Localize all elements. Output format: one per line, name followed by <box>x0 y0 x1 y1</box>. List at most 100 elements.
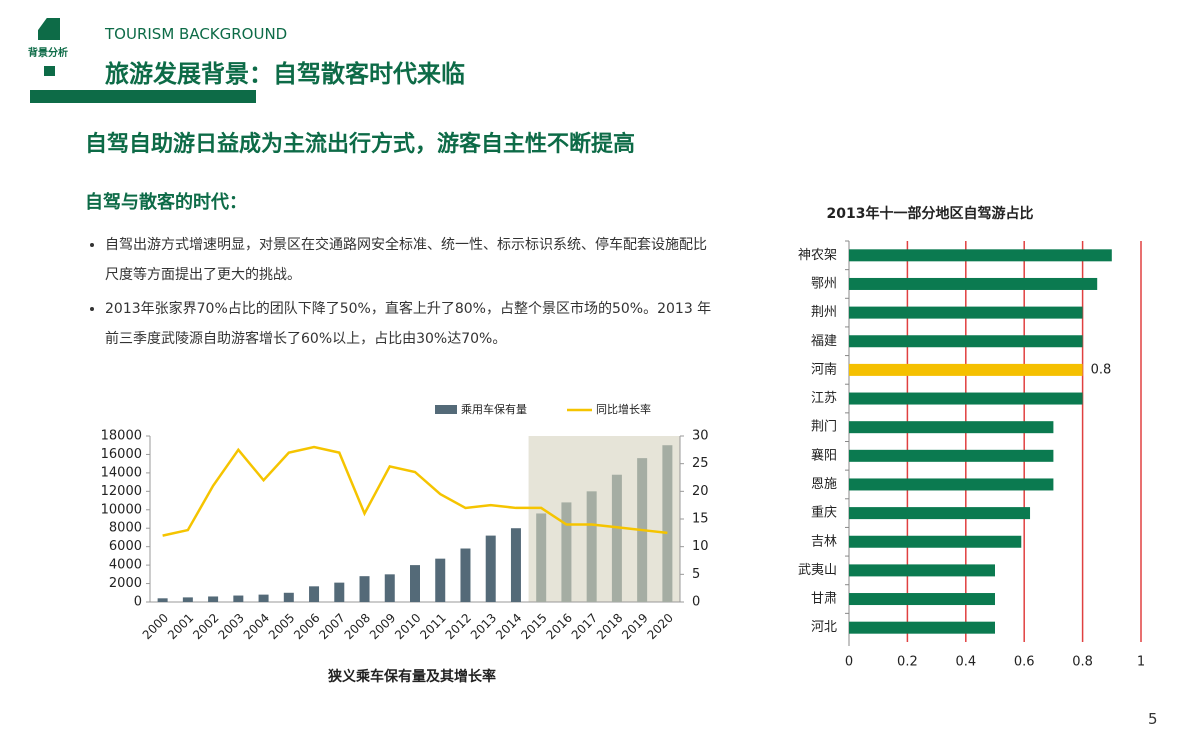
y-tick-label: 荆门 <box>811 419 837 435</box>
bar <box>208 596 219 602</box>
y-tick-label: 襄阳 <box>811 447 837 463</box>
x-tick-label: 2018 <box>594 611 625 642</box>
badge-text: 背景分析 <box>28 48 68 59</box>
y2-tick-label: 20 <box>692 484 709 499</box>
y2-tick-label: 30 <box>692 429 709 444</box>
y-tick-label: 重庆 <box>811 505 837 521</box>
bar <box>611 474 622 602</box>
title-rule <box>30 90 256 103</box>
y-tick-label: 16000 <box>101 447 142 462</box>
bar <box>849 363 1083 376</box>
y-tick-label: 武夷山 <box>798 562 837 578</box>
bar <box>384 574 395 602</box>
x-tick-label: 2012 <box>443 611 474 642</box>
x-tick-label: 0.8 <box>1072 655 1093 670</box>
bar <box>157 598 168 602</box>
bar <box>849 421 1054 434</box>
x-tick-label: 2016 <box>544 611 575 642</box>
x-tick-label: 2014 <box>493 611 524 642</box>
x-tick-label: 2007 <box>316 611 347 642</box>
bar <box>536 513 547 602</box>
bar <box>561 502 572 602</box>
bar <box>849 392 1083 405</box>
page-title: 旅游发展背景：自驾散客时代来临 <box>105 60 465 88</box>
x-tick-label: 2020 <box>644 611 675 642</box>
english-title: TOURISM BACKGROUND <box>105 25 288 43</box>
y-tick-label: 福建 <box>811 334 837 349</box>
x-tick-label: 2019 <box>619 611 650 642</box>
y2-tick-label: 15 <box>692 512 709 527</box>
bar <box>283 592 294 602</box>
y-tick-label: 江苏 <box>811 390 837 406</box>
y-tick-label: 14000 <box>101 465 142 480</box>
chart-title: 2013年十一部分地区自驾游占比 <box>827 205 1034 222</box>
legend-swatch <box>435 405 457 414</box>
bar <box>849 249 1112 262</box>
x-tick-label: 2006 <box>291 611 322 642</box>
bar <box>849 535 1022 548</box>
bar <box>435 558 446 602</box>
y-tick-label: 荆州 <box>811 304 837 320</box>
x-tick-label: 2010 <box>392 611 423 642</box>
bar <box>233 595 244 602</box>
x-tick-label: 2011 <box>417 611 448 642</box>
x-tick-label: 2002 <box>190 611 221 642</box>
y-tick-label: 恩施 <box>811 477 837 492</box>
x-tick-label: 0.2 <box>897 655 918 670</box>
x-tick-label: 2000 <box>140 611 171 642</box>
bar <box>662 445 673 602</box>
line <box>162 445 668 537</box>
y-tick-label: 河北 <box>811 620 837 635</box>
x-tick-label: 2017 <box>569 611 600 642</box>
x-tick-label: 2003 <box>215 611 246 642</box>
x-tick-label: 2008 <box>342 611 373 642</box>
y-tick-label: 18000 <box>101 429 142 444</box>
x-tick-label: 2005 <box>266 611 297 642</box>
forecast-band <box>528 436 680 602</box>
y-tick-label: 4000 <box>109 558 142 573</box>
x-tick-label: 2015 <box>518 611 549 642</box>
x-tick-label: 2001 <box>165 611 196 642</box>
x-tick-label: 0 <box>845 655 853 670</box>
x-tick-label: 0.4 <box>955 655 976 670</box>
y-tick-label: 0 <box>134 595 142 610</box>
x-tick-label: 2009 <box>367 611 398 642</box>
legend-label: 乘用车保有量 <box>461 402 527 416</box>
badge-square <box>44 66 55 76</box>
legend-label: 同比增长率 <box>596 402 651 416</box>
x-tick-label: 2013 <box>468 611 499 642</box>
bar <box>510 528 521 602</box>
y-tick-label: 2000 <box>109 576 142 591</box>
bar <box>849 478 1054 491</box>
bar <box>410 565 420 602</box>
y-tick-label: 吉林 <box>811 534 837 549</box>
bar <box>849 335 1083 348</box>
y-tick-label: 甘肃 <box>811 592 837 607</box>
bar <box>849 621 995 634</box>
data-label: 0.8 <box>1091 362 1112 377</box>
bar <box>485 535 496 602</box>
x-tick-label: 1 <box>1137 655 1145 670</box>
bar <box>849 306 1083 319</box>
y-tick-label: 神农架 <box>798 248 837 263</box>
x-tick-label: 2004 <box>241 611 272 642</box>
y-tick-label: 河南 <box>811 361 837 377</box>
y2-tick-label: 5 <box>692 567 700 582</box>
y2-tick-label: 0 <box>692 595 700 610</box>
y2-tick-label: 25 <box>692 456 709 471</box>
y-tick-label: 12000 <box>101 484 142 499</box>
bar <box>849 449 1054 462</box>
y-tick-label: 10000 <box>101 502 142 517</box>
bullet-list: 自驾出游方式增速明显，对景区在交通路网安全标准、统一性、标示标识系统、停车配套设… <box>85 230 715 354</box>
subtitle: 自驾自助游日益成为主流出行方式，游客自主性不断提高 <box>85 132 636 157</box>
x-tick-label: 0.6 <box>1014 655 1035 670</box>
y-tick-label: 鄂州 <box>811 276 837 291</box>
y-tick-label: 8000 <box>109 521 142 536</box>
bar <box>258 594 269 602</box>
y-tick-label: 6000 <box>109 539 142 554</box>
bar <box>460 548 471 602</box>
bar <box>182 597 193 602</box>
bar <box>849 277 1098 290</box>
